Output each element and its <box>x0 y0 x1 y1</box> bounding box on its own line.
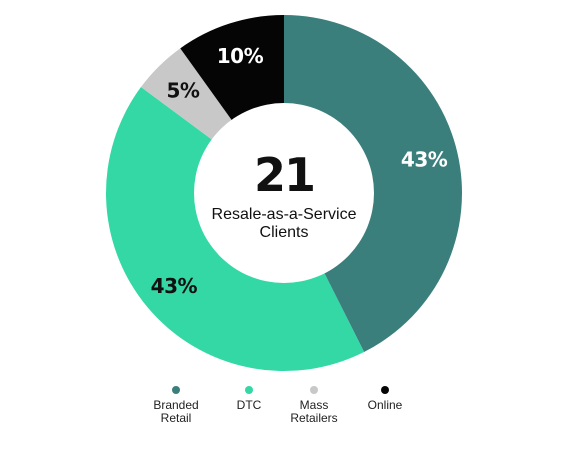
legend-item: DTC <box>209 386 289 412</box>
legend-label: Online <box>367 398 403 412</box>
legend-dot <box>381 386 389 394</box>
legend-item: Branded Retail <box>136 386 216 425</box>
slice-label-dtc: 43% <box>151 274 198 298</box>
legend-label: DTC <box>236 398 262 412</box>
slice-label-mass-retailers: 5% <box>166 78 199 102</box>
slice-labels-group: 43% 43% 5% 10% <box>151 44 449 298</box>
legend-dot <box>172 386 180 394</box>
legend-dot <box>310 386 318 394</box>
donut-chart: 43% 43% 5% 10% 21 Resale-as-a-Service Client… <box>105 15 463 372</box>
center-label-line: Resale-as-a-Service <box>212 206 357 223</box>
legend-label: Mass Retailers <box>290 398 338 425</box>
center-label: Resale-as-a-Service Clients <box>212 206 357 241</box>
legend-item: Mass Retailers <box>274 386 354 425</box>
legend: Branded Retail DTC Mass Retailers Online <box>0 386 573 446</box>
donut-hole <box>194 103 374 283</box>
legend-label: Branded Retail <box>153 398 199 425</box>
slice-label-online: 10% <box>217 44 264 68</box>
center-label-line: Clients <box>260 224 309 241</box>
legend-item: Online <box>345 386 425 412</box>
slice-label-branded-retail: 43% <box>401 148 448 172</box>
legend-dot <box>245 386 253 394</box>
center-value: 21 <box>254 148 314 202</box>
